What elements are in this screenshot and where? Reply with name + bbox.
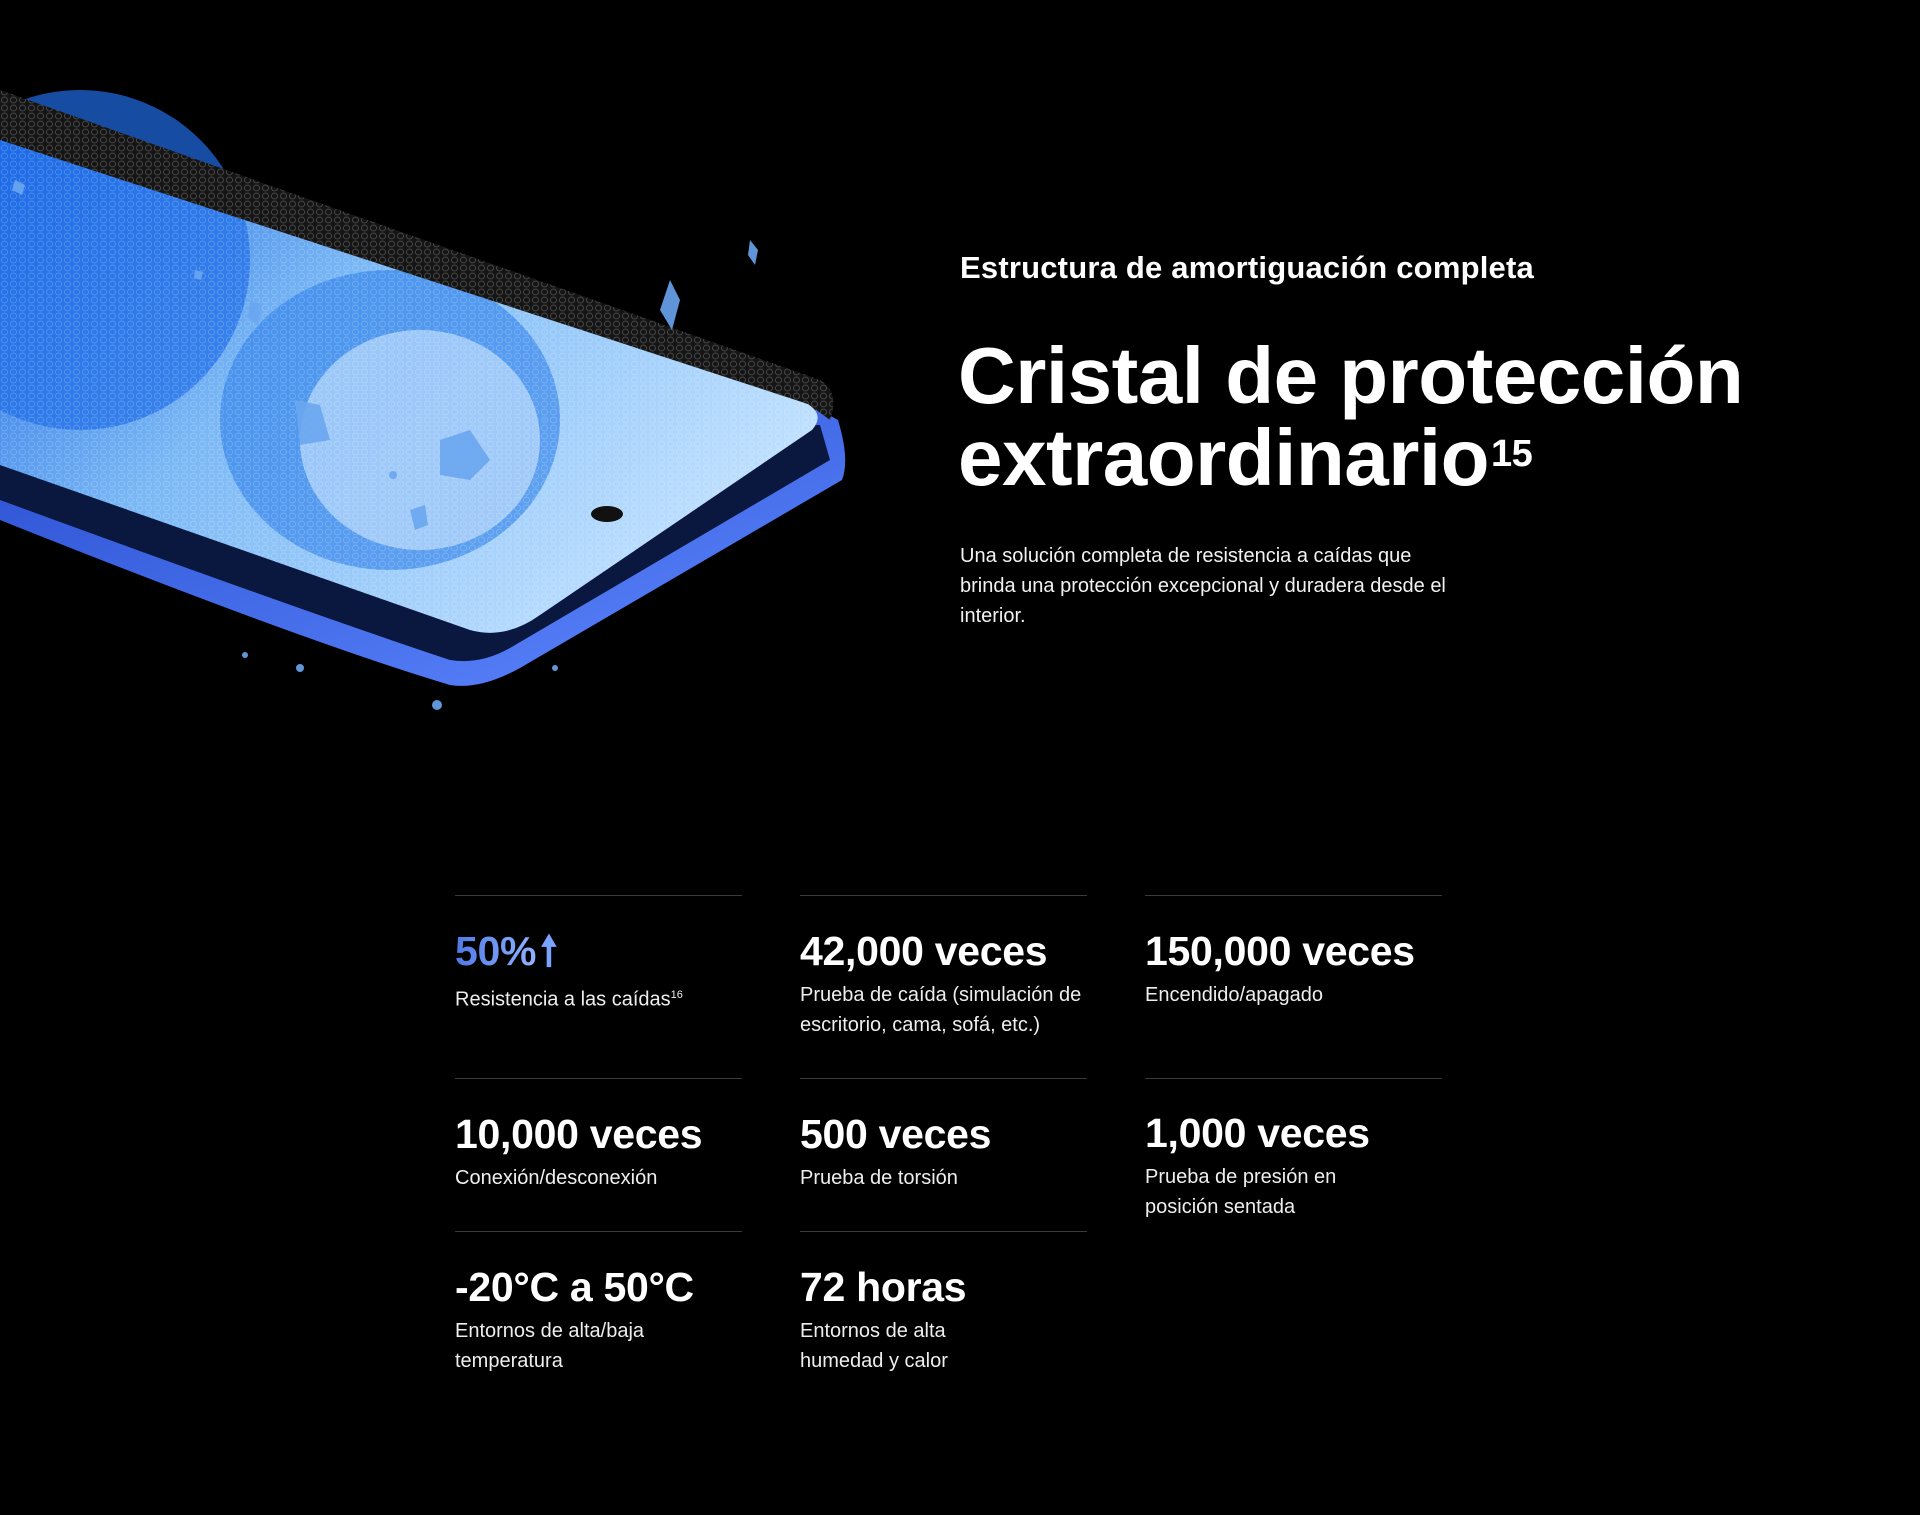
stat-value: 1,000 veces — [1145, 1110, 1370, 1156]
stat-footnote: 16 — [670, 989, 683, 1001]
stat-temperature: -20°C a 50°C Entornos de alta/baja tempe… — [455, 1231, 742, 1376]
title-footnote: 15 — [1490, 433, 1533, 475]
stat-value: 72 horas — [800, 1264, 967, 1310]
stat-drop-test: 42,000 veces Prueba de caída (simulación… — [800, 895, 1087, 1040]
stat-label: Prueba de torsión — [800, 1167, 958, 1189]
stat-humidity: 72 horas Entornos de alta humedad y calo… — [800, 1231, 1087, 1376]
arrow-up-icon: 🠕 — [540, 928, 558, 974]
phone-glass-image — [0, 90, 846, 710]
section-description: Una solución completa de resistencia a c… — [960, 545, 1446, 627]
stat-label: Entornos de alta humedad y calor — [800, 1320, 948, 1372]
stat-seat-pressure: 1,000 veces Prueba de presión en posició… — [1145, 1078, 1432, 1222]
section-eyebrow: Estructura de amortiguación completa — [960, 250, 1534, 285]
stat-drop-resistance: 50%🠕 Resistencia a las caídas16 — [455, 895, 742, 1015]
stat-label: Entornos de alta/baja temperatura — [455, 1320, 645, 1372]
stat-label: Conexión/desconexión — [455, 1167, 658, 1189]
stat-label: Encendido/apagado — [1145, 984, 1323, 1006]
divider — [1145, 895, 1442, 896]
stat-torsion-test: 500 veces Prueba de torsión — [800, 1078, 1087, 1193]
stat-power-cycle: 150,000 veces Encendido/apagado — [1145, 895, 1432, 1010]
divider — [1145, 1078, 1442, 1079]
stat-value: 50% — [455, 928, 537, 974]
ice-shard-icons — [12, 180, 758, 710]
stat-label: Prueba de presión en posición sentada — [1145, 1166, 1337, 1218]
stat-value: -20°C a 50°C — [455, 1264, 694, 1310]
stat-label: Prueba de caída (simulación de escritori… — [800, 984, 1082, 1036]
stat-value: 500 veces — [800, 1111, 992, 1157]
page-title: Cristal de protección extraordinario15 — [958, 335, 1744, 502]
title-line-2: extraordinario — [958, 413, 1489, 502]
stat-value: 42,000 veces — [800, 928, 1048, 974]
stat-label: Resistencia a las caídas — [455, 988, 671, 1011]
stat-value: 150,000 veces — [1145, 928, 1415, 974]
stat-plug-test: 10,000 veces Conexión/desconexión — [455, 1078, 742, 1193]
title-line-1: Cristal de protección — [958, 331, 1744, 420]
stat-value: 10,000 veces — [455, 1111, 703, 1157]
